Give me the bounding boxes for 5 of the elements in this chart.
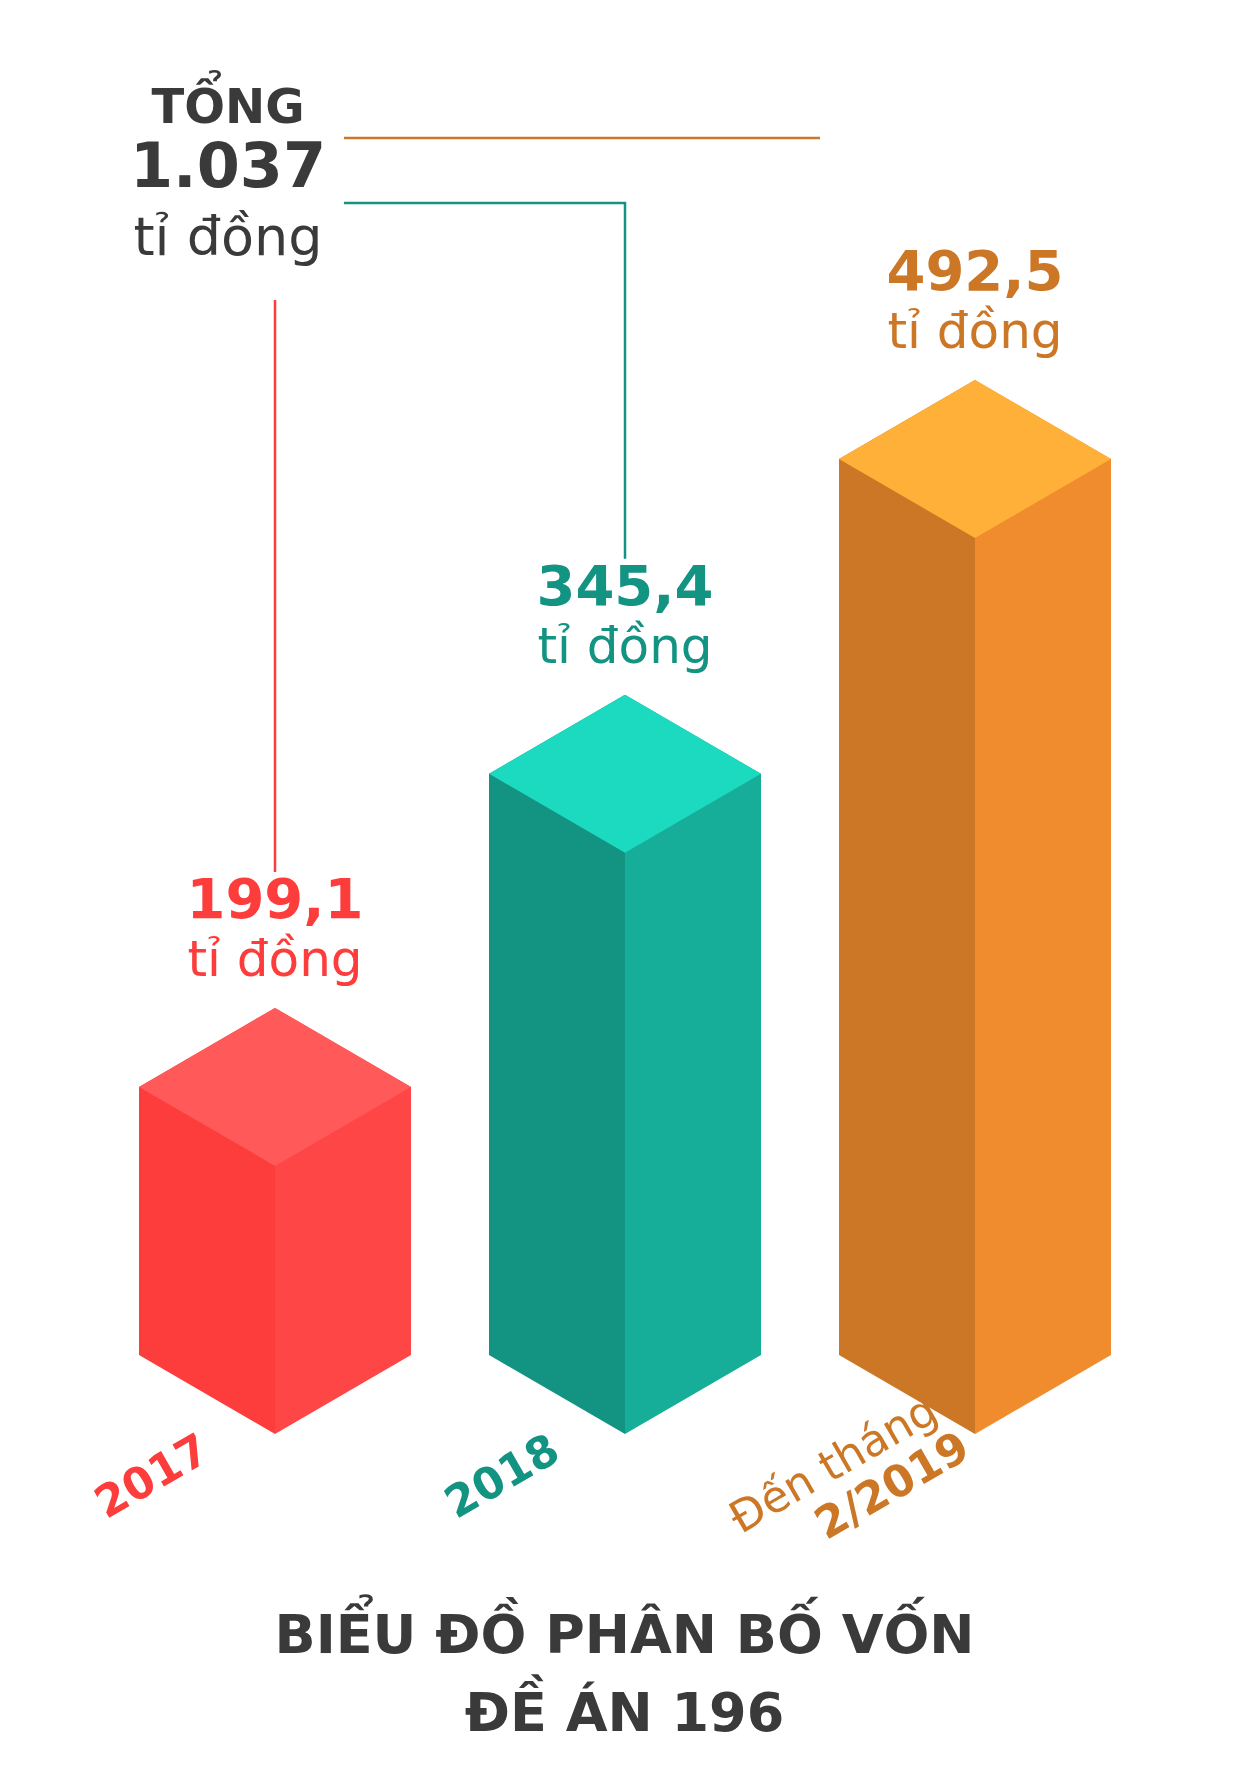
data-label: 345,4 tỉ đồng <box>536 552 714 675</box>
text: TỔNG 1.037 tỉ đồng <box>129 70 327 268</box>
text: BIỂU ĐỒ PHÂN BỐ VỐN ĐỀ ÁN 196 <box>274 1594 975 1744</box>
data-label: 199,1 tỉ đồng <box>186 865 364 988</box>
data-label: 492,5 tỉ đồng <box>886 238 1064 360</box>
